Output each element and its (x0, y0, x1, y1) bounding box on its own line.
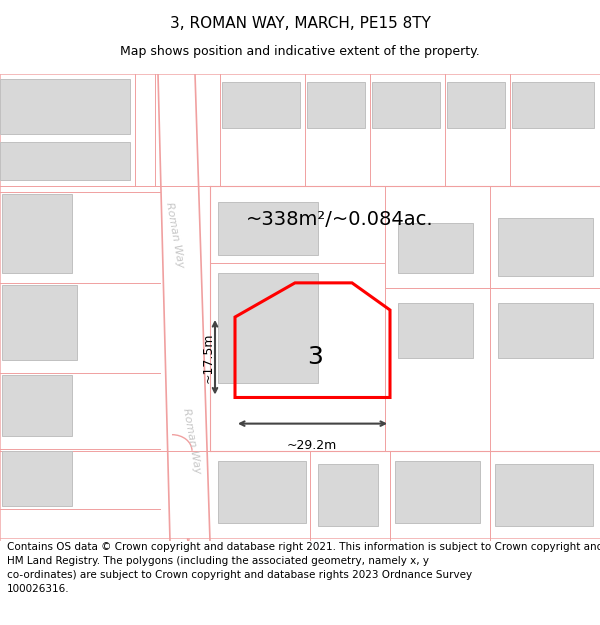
Bar (2, 194, 72, 273)
Bar (0, 79, 130, 134)
Bar (398, 222, 473, 273)
Bar (2, 376, 72, 436)
Text: Roman Way: Roman Way (164, 201, 186, 268)
Text: ~17.5m: ~17.5m (202, 332, 215, 382)
Bar (495, 464, 593, 526)
Bar (512, 82, 594, 128)
Text: ~338m²/~0.084ac.: ~338m²/~0.084ac. (246, 210, 434, 229)
Bar (398, 303, 473, 358)
Bar (395, 461, 480, 523)
Bar (218, 202, 318, 255)
Bar (372, 82, 440, 128)
Text: 3, ROMAN WAY, MARCH, PE15 8TY: 3, ROMAN WAY, MARCH, PE15 8TY (170, 16, 430, 31)
Bar (498, 303, 593, 358)
Text: Contains OS data © Crown copyright and database right 2021. This information is : Contains OS data © Crown copyright and d… (7, 542, 600, 594)
Text: Map shows position and indicative extent of the property.: Map shows position and indicative extent… (120, 44, 480, 58)
Bar (218, 461, 306, 523)
Bar (218, 273, 318, 383)
Bar (447, 82, 505, 128)
Text: ~29.2m: ~29.2m (287, 439, 337, 452)
Bar (0, 142, 130, 181)
Bar (222, 82, 300, 128)
Bar (2, 285, 77, 360)
Bar (318, 464, 378, 526)
Bar (498, 217, 593, 276)
Text: Roman Way: Roman Way (181, 407, 203, 474)
Bar (2, 451, 72, 506)
Text: 3: 3 (307, 345, 323, 369)
Bar (307, 82, 365, 128)
